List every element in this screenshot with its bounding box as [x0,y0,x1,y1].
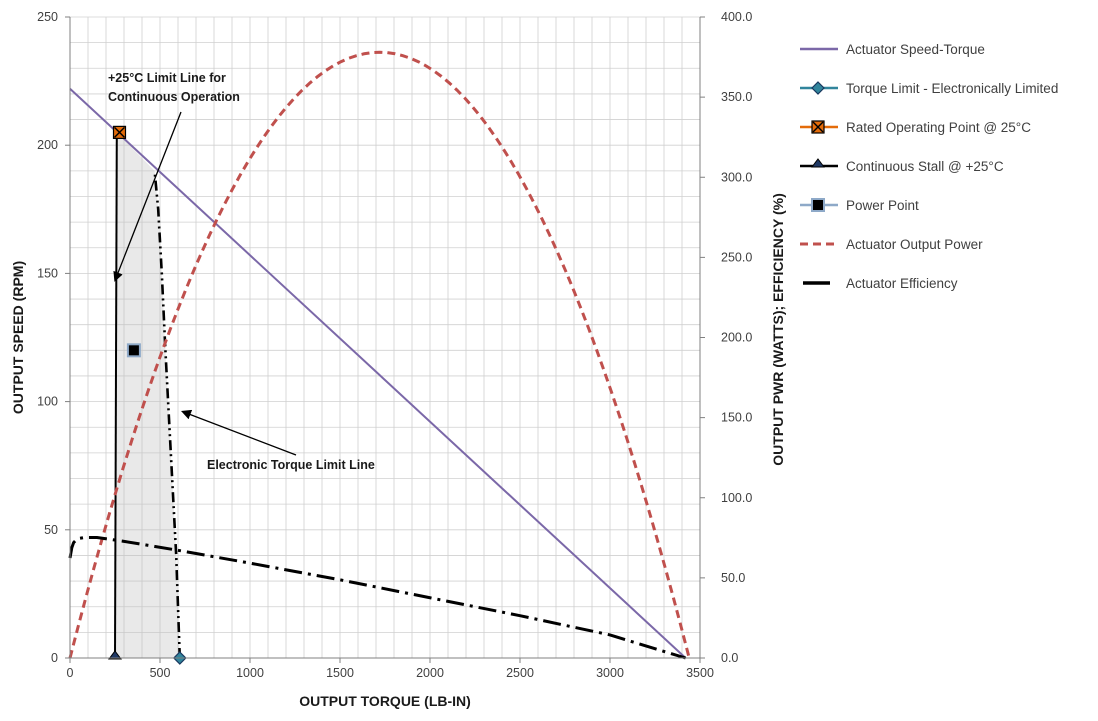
square-shape [126,343,141,358]
x-tick-label: 2000 [416,666,444,680]
y-right-axis-title: OUTPUT PWR (WATTS); EFFICIENCY (%) [770,193,786,465]
x-tick-label: 2500 [506,666,534,680]
y-right-tick-label: 200.0 [721,331,752,345]
y-left-tick-label: 250 [37,10,58,24]
y-right-tick-label: 350.0 [721,90,752,104]
legend-label: Continuous Stall @ +25°C [846,159,1004,174]
y-left-tick-label: 100 [37,395,58,409]
x-tick-label: 1500 [326,666,354,680]
annotations: +25°C Limit Line for Continuous Operation… [108,71,375,472]
legend-item: Actuator Output Power [800,237,983,252]
legend-item: Torque Limit - Electronically Limited [800,81,1058,96]
x-tick-label: 0 [67,666,74,680]
legend-marker [811,198,825,212]
annotation-electronic-label: Electronic Torque Limit Line [207,458,375,472]
x-tick-label: 1000 [236,666,264,680]
y-right-tick-label: 250.0 [721,250,752,264]
square-shape [811,198,825,212]
legend-item: Continuous Stall @ +25°C [800,158,1004,174]
triangle-shape [108,650,122,660]
marker-layer [108,125,187,665]
y-right-tick-label: 300.0 [721,170,752,184]
y-right-tick-label: 0.0 [721,651,738,665]
legend-label: Power Point [846,198,919,213]
legend-marker [811,120,825,134]
annotation-continuous-label: Continuous Operation [108,90,240,104]
y-left-tick-label: 200 [37,138,58,152]
legend-marker [811,81,825,95]
diamond-shape [811,81,825,95]
legend-label: Actuator Efficiency [846,276,958,291]
legend-label: Rated Operating Point @ 25°C [846,120,1031,135]
legend-label: Torque Limit - Electronically Limited [846,81,1058,96]
y-left-tick-label: 0 [51,651,58,665]
x-stroke [114,126,125,138]
legend: Actuator Speed-Torque Torque Limit - Elec… [800,42,1058,291]
y-right-tick-label: 100.0 [721,491,752,505]
legend-item: Power Point [800,198,919,213]
annotation-electronic-arrow [181,409,297,456]
x-axis-title: OUTPUT TORQUE (LB-IN) [299,693,471,709]
legend-label: Actuator Speed-Torque [846,42,985,57]
continuous-limit-line [114,132,118,659]
marker-square [126,343,141,358]
y-left-axis-title: OUTPUT SPEED (RPM) [10,261,26,414]
legend-item: Rated Operating Point @ 25°C [800,120,1031,135]
legend-item: Actuator Efficiency [803,276,958,291]
marker-triangle [108,650,122,660]
x-tick-label: 3500 [686,666,714,680]
y-right-tick-label: 400.0 [721,10,752,24]
x-tick-label: 500 [150,666,171,680]
marker-x-square [112,125,127,139]
x-tick-label: 3000 [596,666,624,680]
series-actuator-output-power [68,50,691,659]
y-right-tick-label: 150.0 [721,411,752,425]
y-left-tick-label: 50 [44,523,58,537]
series-layer [68,50,691,660]
y-left-tick-label: 150 [37,266,58,280]
series-actuator-speed-torque [69,88,687,659]
axes: 0 500 1000 1500 2000 2500 3000 3500 0 50 100 150 200… [10,10,786,709]
legend-marker [811,158,825,168]
series-actuator-efficiency [68,535,687,660]
legend-label: Actuator Output Power [846,237,983,252]
annotation-continuous-arrow [113,111,182,282]
grid [69,16,701,659]
y-right-tick-label: 50.0 [721,571,745,585]
legend-item: Actuator Speed-Torque [800,42,985,57]
triangle-shape [811,158,825,168]
annotation-continuous-label: +25°C Limit Line for [108,71,226,85]
x-stroke [812,121,824,133]
electronic-limit-line [153,170,182,659]
